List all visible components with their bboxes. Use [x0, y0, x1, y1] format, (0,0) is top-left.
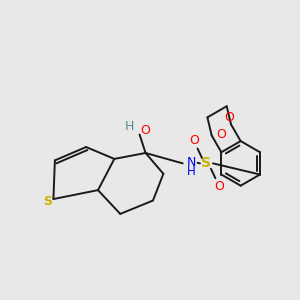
Text: O: O: [216, 128, 226, 140]
Text: O: O: [225, 111, 234, 124]
Text: H: H: [124, 120, 134, 133]
Text: O: O: [214, 180, 224, 193]
Text: O: O: [189, 134, 199, 147]
Text: N: N: [186, 156, 196, 169]
Text: S: S: [44, 195, 52, 208]
Text: O: O: [140, 124, 150, 137]
Text: H: H: [187, 165, 195, 178]
Text: S: S: [202, 156, 212, 170]
